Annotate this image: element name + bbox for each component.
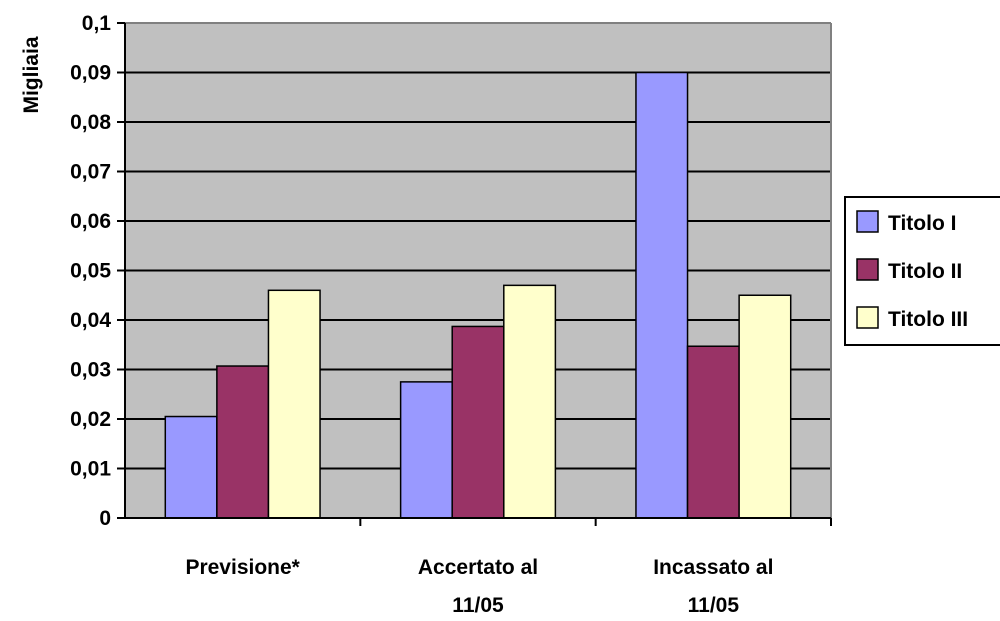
bar [503, 284, 557, 519]
y-tick-label: 0,05 [70, 260, 111, 283]
x-tick-label: Accertato al [418, 556, 538, 579]
legend-swatch [856, 306, 879, 329]
y-tick-label: 0,07 [70, 161, 111, 184]
y-tick-labels: 0 0,01 0,02 0,03 0,04 0,05 0,06 0,07 0,08 0,09 0,1 [70, 12, 111, 530]
x-tick-label: Incassato al [653, 556, 773, 579]
y-tick-label: 0,02 [70, 408, 111, 431]
x-tick-labels: Previsione* Accertato al 11/05 Incassato al… [185, 556, 773, 617]
y-tick-label: 0,04 [70, 309, 111, 332]
bar [686, 345, 740, 519]
bar [399, 381, 453, 519]
y-tick-label: 0,03 [70, 359, 111, 382]
y-tick-label: 0,08 [70, 111, 111, 134]
y-tick-label: 0 [99, 507, 111, 530]
legend-label: Titolo II [888, 260, 962, 283]
bar [738, 294, 792, 519]
y-tick-label: 0,06 [70, 210, 111, 233]
bar [216, 365, 270, 519]
x-tick-label: 11/05 [452, 594, 504, 617]
y-tick-label: 0,1 [82, 12, 112, 35]
legend-swatch [856, 210, 879, 233]
y-tick-label: 0,01 [70, 458, 111, 481]
bar [267, 289, 321, 519]
bars [164, 71, 792, 519]
axes [124, 22, 832, 526]
legend-swatch [856, 258, 879, 281]
bar [635, 71, 689, 519]
y-axis-label: Migliaia [20, 36, 43, 113]
x-tick-label: 11/05 [688, 594, 740, 617]
bar [164, 415, 218, 519]
y-tick-label: 0,09 [70, 62, 111, 85]
legend: Titolo I Titolo II Titolo III [844, 196, 1000, 346]
x-tick-label: Previsione* [185, 556, 300, 579]
legend-label: Titolo I [888, 212, 956, 235]
bar [451, 325, 505, 519]
legend-label: Titolo III [888, 308, 968, 331]
